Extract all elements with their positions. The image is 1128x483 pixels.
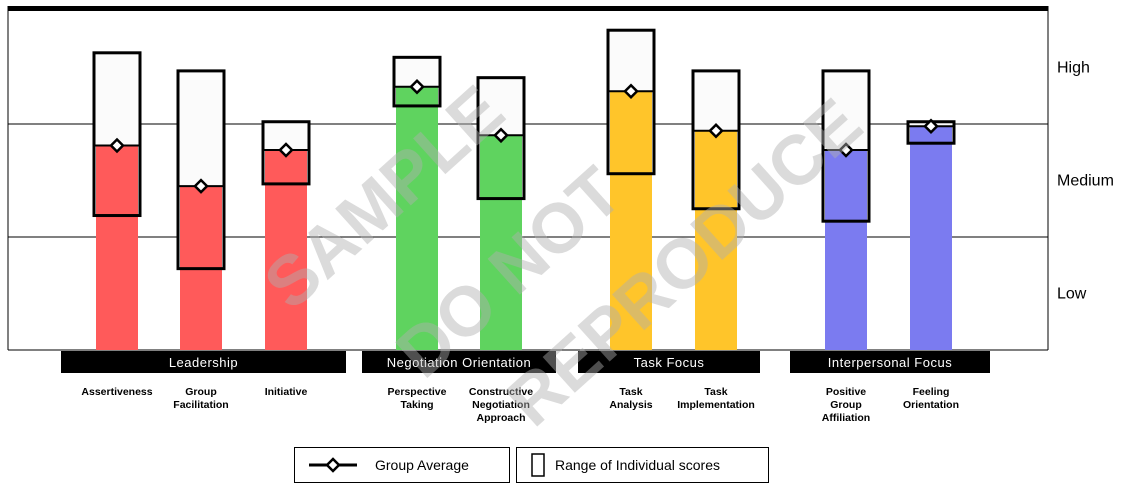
category-label: Approach	[476, 412, 525, 424]
range-box	[691, 69, 741, 211]
group-header-bar	[578, 351, 760, 373]
category-bar-group	[261, 120, 311, 350]
category-label: Group	[830, 399, 862, 411]
average-marker	[708, 123, 724, 139]
score-bar	[396, 86, 438, 351]
category-label: Feeling	[913, 386, 950, 398]
group-header-bar	[362, 351, 556, 373]
range-box	[261, 120, 311, 186]
category-label: Orientation	[903, 399, 959, 411]
group-header-bar	[790, 351, 990, 373]
category-bar-group	[821, 69, 871, 350]
category-label: Task	[619, 386, 642, 398]
group-header-label: Negotiation Orientation	[387, 355, 531, 370]
category-bar-group	[691, 69, 741, 350]
category-label: Analysis	[609, 399, 652, 411]
average-marker	[409, 78, 425, 95]
y-level-label: Low	[1057, 286, 1087, 303]
category-label: Implementation	[677, 399, 755, 411]
range-box	[476, 76, 526, 201]
category-label: Negotiation	[472, 399, 530, 411]
legend-item-range: Range of Individual scores	[516, 447, 769, 483]
average-marker	[193, 178, 209, 194]
category-bar-group	[906, 118, 956, 350]
range-box	[92, 51, 142, 218]
score-bar	[910, 126, 952, 350]
category-bar-group	[392, 55, 442, 351]
y-level-labels: Low Medium High	[1057, 60, 1114, 303]
group-header-label: Interpersonal Focus	[828, 355, 952, 370]
top-border	[8, 6, 1048, 11]
legend-label: Group Average	[375, 457, 469, 473]
average-marker	[109, 137, 125, 154]
score-bar	[480, 135, 522, 350]
category-label: Assertiveness	[81, 386, 152, 398]
group-header-bar	[61, 351, 346, 373]
average-marker	[623, 83, 639, 99]
range-box	[606, 28, 656, 176]
category-label: Perspective	[388, 386, 447, 398]
category-bar-group	[606, 28, 656, 350]
range-box	[821, 69, 871, 223]
average-marker	[838, 142, 854, 158]
score-bar	[695, 130, 737, 350]
y-level-label: Medium	[1057, 173, 1114, 190]
category-label: Constructive	[469, 386, 533, 398]
group-header-label: Task Focus	[634, 355, 705, 370]
category-labels: Assertiveness GroupFacilitationInitiative…	[81, 386, 959, 424]
score-bar	[825, 149, 867, 350]
category-label: Task	[704, 386, 727, 398]
score-bar	[610, 91, 652, 350]
category-label: Positive	[826, 386, 866, 398]
average-marker	[493, 127, 509, 144]
category-bar-group	[92, 51, 142, 350]
group-header-label: Leadership	[169, 355, 238, 370]
category-label: Taking	[400, 399, 433, 411]
y-level-label: High	[1057, 60, 1090, 77]
bars	[92, 28, 956, 351]
category-label: Affiliation	[822, 412, 870, 424]
diamond-line-icon	[309, 457, 357, 473]
legend-item-group-average: Group Average	[294, 447, 510, 483]
range-box	[392, 55, 442, 108]
range-box-icon	[531, 453, 545, 477]
category-label: Initiative	[265, 386, 308, 398]
group-headers: Leadership Negotiation Orientation Task Fo…	[61, 351, 990, 373]
category-label: Facilitation	[173, 399, 228, 411]
category-bar-group	[476, 76, 526, 350]
category-label: Group	[185, 386, 217, 398]
range-box	[176, 69, 226, 271]
score-bar	[96, 145, 138, 350]
average-marker	[923, 118, 939, 135]
average-marker	[278, 142, 294, 158]
category-bar-group	[176, 69, 226, 350]
legend-label: Range of Individual scores	[555, 457, 720, 473]
